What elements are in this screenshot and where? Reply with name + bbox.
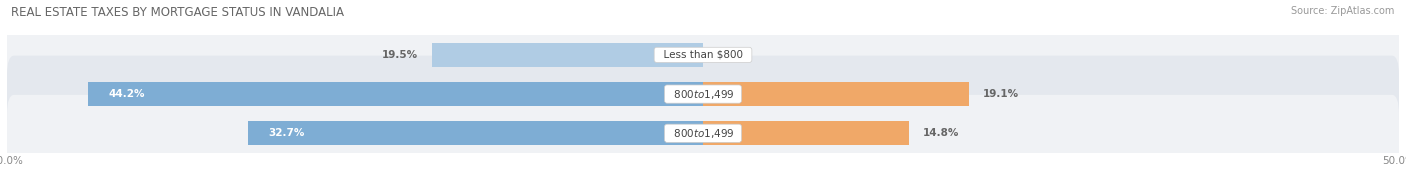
- Text: Less than $800: Less than $800: [657, 50, 749, 60]
- Text: 19.5%: 19.5%: [381, 50, 418, 60]
- Text: 44.2%: 44.2%: [108, 89, 145, 99]
- Bar: [703, 121, 910, 145]
- FancyBboxPatch shape: [7, 56, 1399, 132]
- Text: 19.1%: 19.1%: [983, 89, 1019, 99]
- Bar: [247, 121, 703, 145]
- FancyBboxPatch shape: [7, 16, 1399, 93]
- Bar: [432, 43, 703, 67]
- Bar: [703, 82, 969, 106]
- Text: $800 to $1,499: $800 to $1,499: [666, 88, 740, 101]
- Bar: [87, 82, 703, 106]
- Text: $800 to $1,499: $800 to $1,499: [666, 127, 740, 140]
- FancyBboxPatch shape: [7, 95, 1399, 172]
- Text: 32.7%: 32.7%: [269, 128, 305, 138]
- Text: 14.8%: 14.8%: [922, 128, 959, 138]
- Text: REAL ESTATE TAXES BY MORTGAGE STATUS IN VANDALIA: REAL ESTATE TAXES BY MORTGAGE STATUS IN …: [11, 6, 344, 19]
- Text: 0.0%: 0.0%: [717, 50, 747, 60]
- Text: Source: ZipAtlas.com: Source: ZipAtlas.com: [1291, 6, 1395, 16]
